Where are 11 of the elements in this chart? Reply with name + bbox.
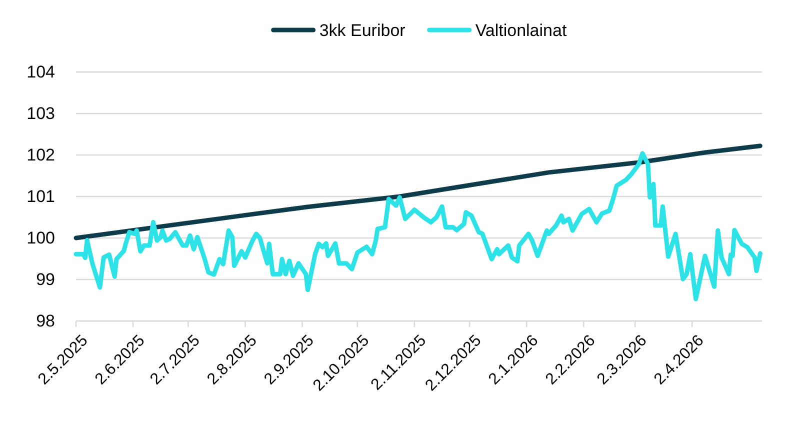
legend-label: 3kk Euribor bbox=[319, 21, 406, 40]
y-tick-label: 102 bbox=[26, 145, 55, 164]
y-tick-label: 101 bbox=[26, 186, 55, 206]
legend-label: Valtionlainat bbox=[475, 21, 567, 40]
y-tick-label: 103 bbox=[26, 104, 55, 123]
y-tick-label: 104 bbox=[26, 62, 55, 82]
line-series bbox=[74, 151, 762, 302]
line-series bbox=[74, 144, 762, 240]
y-tick-label: 100 bbox=[26, 228, 55, 248]
y-tick-label: 98 bbox=[36, 311, 55, 330]
y-tick-label: 99 bbox=[36, 270, 55, 289]
